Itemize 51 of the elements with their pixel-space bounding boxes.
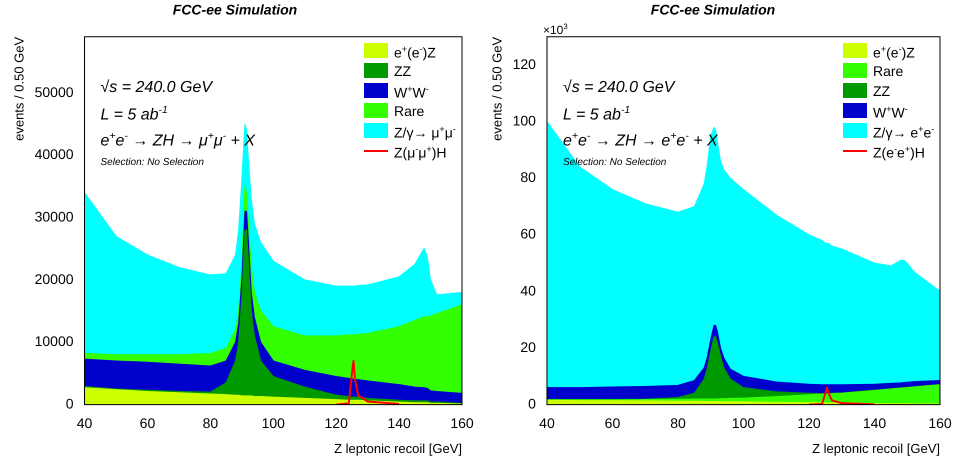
y-tick-label: 40 (520, 282, 536, 298)
y-axis-title: events / 0.50 GeV (11, 36, 26, 141)
x-tick-label: 120 (324, 414, 348, 431)
legend-label: Rare (873, 62, 904, 81)
y-tick-label: 20 (520, 338, 536, 355)
y-tick-label: 50000 (34, 84, 74, 100)
y-tick-label: 30000 (34, 208, 74, 224)
x-tick-label: 80 (202, 414, 218, 431)
y-tick-label: 10000 (34, 333, 74, 350)
x-tick-label: 60 (140, 414, 156, 431)
legend-label: Z(μ$^{-}$μ$^{+}$)H (394, 142, 446, 163)
annotation: Selection: No Selection (100, 156, 204, 168)
chart-title: FCC-ee Simulation (650, 1, 776, 18)
x-tick-label: 40 (76, 414, 93, 431)
x-tick-label: 160 (928, 414, 952, 431)
legend-label: Z/γ→ e$^{+}$e$^{-}$ (873, 122, 934, 143)
legend-label: W$^{+}$W$^{-}$ (394, 82, 429, 103)
y-tick-label: 80 (520, 169, 536, 186)
x-axis-title: Z leptonic recoil [GeV] (812, 440, 940, 456)
x-tick-label: 160 (450, 414, 474, 431)
y-tick-label: 120 (512, 56, 536, 72)
y-axis-title: events / 0.50 GeV (489, 36, 504, 141)
legend-label: Rare (394, 102, 424, 121)
annotation: √s = 240.0 GeV (100, 78, 212, 97)
x-tick-label: 120 (797, 414, 821, 431)
x-tick-label: 40 (539, 414, 555, 431)
x-tick-label: 100 (262, 414, 286, 431)
y-tick-label: 60 (520, 226, 536, 242)
legend-label: e$^{+}$(e$^{-}$)Z (394, 42, 436, 63)
y-tick-label: 20000 (34, 270, 74, 287)
y-tick-label: 100 (512, 112, 536, 129)
y-tick-label: 40000 (34, 146, 74, 162)
y-tick-label: 0 (528, 395, 536, 412)
legend-label: W$^{+}$W$^{-}$ (873, 102, 908, 123)
legend-label: Z(e$^{-}$e$^{+}$)H (873, 142, 925, 163)
annotation: ×10$^{3}$ (542, 22, 568, 37)
x-tick-label: 140 (862, 414, 886, 431)
annotation: √s = 240.0 GeV (562, 78, 674, 97)
annotation: L = 5 ab$^{-1}$ (562, 104, 630, 124)
legend-label: ZZ (394, 62, 412, 81)
y-tick-label: 0 (66, 395, 74, 412)
legend-label: ZZ (873, 82, 890, 101)
x-tick-label: 60 (604, 414, 620, 431)
x-tick-label: 100 (732, 414, 756, 431)
x-axis-title: Z leptonic recoil [GeV] (334, 440, 462, 456)
legend-label: e$^{+}$(e$^{-}$)Z (873, 42, 915, 63)
chart-title: FCC-ee Simulation (172, 1, 298, 18)
x-tick-label: 80 (670, 414, 686, 431)
x-tick-label: 140 (387, 414, 411, 431)
annotation: L = 5 ab$^{-1}$ (100, 104, 168, 124)
legend-label: Z/γ→ μ$^{+}$μ$^{-}$ (394, 122, 456, 143)
